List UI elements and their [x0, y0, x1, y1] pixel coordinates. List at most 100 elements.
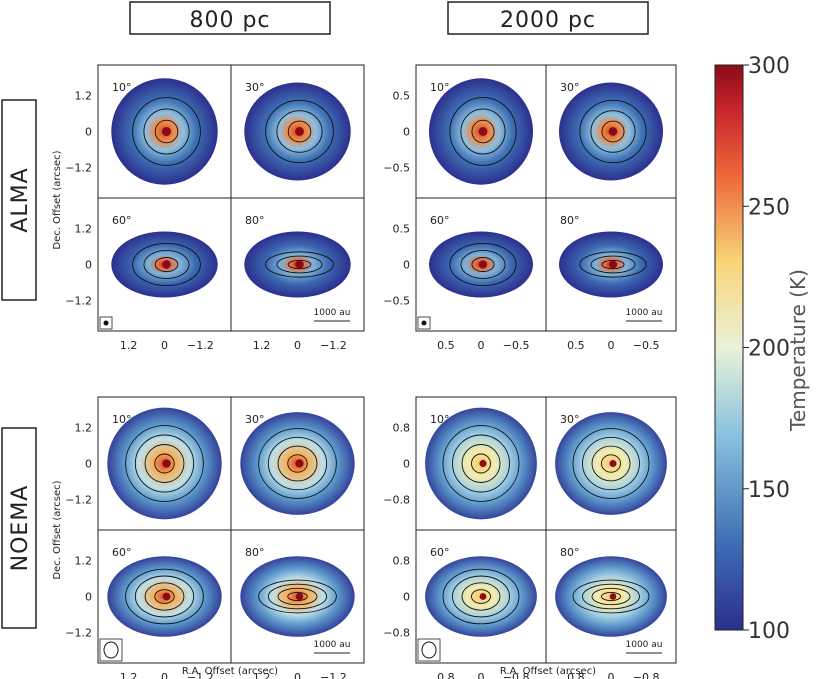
- peak-temperature-marker: [162, 459, 171, 468]
- intensity-contour: [449, 97, 517, 166]
- map-panel: 10° 0.8 0 −0.8: [383, 396, 547, 531]
- x-tick-label: 1.2: [253, 671, 271, 679]
- peak-temperature-marker: [478, 260, 488, 269]
- inclination-label: 10°: [430, 81, 450, 94]
- y-tick-label: 0: [403, 591, 410, 604]
- y-tick-label: −0.5: [383, 161, 410, 174]
- intensity-contour: [461, 582, 501, 611]
- intensity-contour: [452, 575, 510, 618]
- intensity-contour: [134, 575, 195, 618]
- beam-ellipse: [103, 641, 119, 659]
- inclination-label: 80°: [560, 546, 580, 559]
- intensity-contour: [143, 250, 190, 279]
- map-panel: 80° 1000 au 0.8 0 −0.8: [545, 529, 677, 679]
- y-tick-label: 0: [403, 259, 410, 272]
- map-panel: 60° 0.8 0 −0.8 0.8 0 −0.8: [383, 529, 547, 679]
- intensity-contour: [452, 434, 510, 493]
- peak-temperature-marker: [478, 127, 488, 136]
- x-tick-label: 0.8: [437, 671, 455, 679]
- x-tick-label: −0.8: [633, 671, 660, 679]
- intensity-contour: [460, 108, 506, 155]
- intensity-contour: [471, 453, 491, 474]
- intensity-contour: [471, 119, 495, 144]
- peak-temperature-marker: [162, 592, 171, 601]
- y-tick-label: 1.2: [75, 422, 93, 435]
- intensity-contour: [579, 251, 647, 278]
- row-header-noema: NOEMA: [8, 485, 33, 572]
- inclination-label: 80°: [560, 214, 580, 227]
- x-tick-label: −1.2: [320, 339, 347, 352]
- y-tick-label: 0: [85, 591, 92, 604]
- column-header-box-2000: [447, 1, 649, 35]
- map-panels: 10° 1.2 0 −1.2 30° 60° 1.2 0 −1.2 1.2 0 −1.2 80° 1000…: [65, 64, 677, 679]
- y-tick-label: 0.5: [393, 223, 411, 236]
- y-tick-label: −0.8: [383, 493, 410, 506]
- intensity-contour: [265, 251, 334, 278]
- intensity-contour: [287, 591, 308, 602]
- y-tick-label: 1.2: [75, 555, 93, 568]
- column-header-2000: 2000 pc: [500, 8, 596, 33]
- colorbar-tick-label: 200: [748, 337, 790, 362]
- intensity-contour: [287, 454, 308, 473]
- map-panel: 30°: [230, 64, 365, 199]
- y-tick-label: 0: [403, 458, 410, 471]
- y-tick-label: 1.2: [75, 90, 93, 103]
- inclination-label: 30°: [245, 413, 265, 426]
- row-header-alma: ALMA: [8, 167, 33, 232]
- intensity-contour: [579, 99, 647, 164]
- intensity-contour: [461, 444, 501, 483]
- colorbar-tick-label: 100: [748, 619, 790, 644]
- inclination-label: 30°: [245, 81, 265, 94]
- intensity-contour: [144, 582, 185, 611]
- intensity-contour: [601, 259, 625, 270]
- intensity-contour: [460, 250, 506, 279]
- y-tick-label: −1.2: [65, 493, 92, 506]
- y-tick-label: 0: [85, 126, 92, 139]
- y-tick-label: 0: [403, 126, 410, 139]
- map-panel: 10° 1.2 0 −1.2: [65, 64, 232, 199]
- row-header-box-alma: [1, 99, 37, 301]
- intensity-contour: [154, 119, 179, 144]
- scale-bar-label: 1000 au: [626, 308, 663, 318]
- intensity-contour: [277, 445, 318, 482]
- intensity-contour: [471, 589, 491, 604]
- map-panel: 30°: [545, 396, 677, 531]
- x-tick-label: 0.8: [567, 671, 585, 679]
- intensity-contour: [601, 454, 621, 473]
- intensity-contour: [442, 425, 520, 502]
- map-panel: 10° 1.2 0 −1.2: [65, 396, 232, 531]
- peak-temperature-marker: [161, 126, 172, 137]
- x-tick-label: 0: [161, 671, 168, 679]
- x-tick-label: −0.5: [633, 339, 660, 352]
- x-tick-label: −1.2: [187, 671, 214, 679]
- x-tick-label: 0: [294, 339, 301, 352]
- x-tick-label: 0: [608, 671, 615, 679]
- inclination-label: 10°: [112, 81, 132, 94]
- map-panel: 80° 1000 au 0.5 0 −0.5: [545, 197, 677, 352]
- x-tick-label: 0: [478, 671, 485, 679]
- row-header-box-noema: [1, 427, 37, 629]
- x-tick-label: 0.5: [437, 339, 455, 352]
- y-tick-label: 0.8: [393, 555, 411, 568]
- y-tick-label: −1.2: [65, 626, 92, 639]
- intensity-contour: [572, 428, 650, 499]
- x-tick-label: 0: [294, 671, 301, 679]
- intensity-contour: [267, 583, 328, 610]
- scale-bar-label: 1000 au: [314, 308, 351, 318]
- x-axis-label-2000: R.A. Offset (arcsec): [500, 666, 596, 677]
- beam-ellipse: [103, 320, 109, 326]
- intensity-contour: [258, 428, 337, 499]
- peak-temperature-marker: [479, 593, 487, 600]
- peak-temperature-marker: [479, 459, 487, 468]
- inclination-label: 60°: [112, 546, 132, 559]
- intensity-contour: [132, 243, 201, 286]
- inclination-label: 10°: [430, 413, 450, 426]
- y-tick-label: 1.2: [75, 223, 93, 236]
- intensity-contour: [601, 120, 625, 143]
- peak-temperature-marker: [295, 260, 304, 269]
- map-panel: 60° 1.2 0 −1.2 1.2 0 −1.2: [65, 529, 232, 679]
- intensity-contour: [132, 97, 201, 166]
- x-tick-label: −1.2: [320, 671, 347, 679]
- intensity-contour: [591, 587, 631, 606]
